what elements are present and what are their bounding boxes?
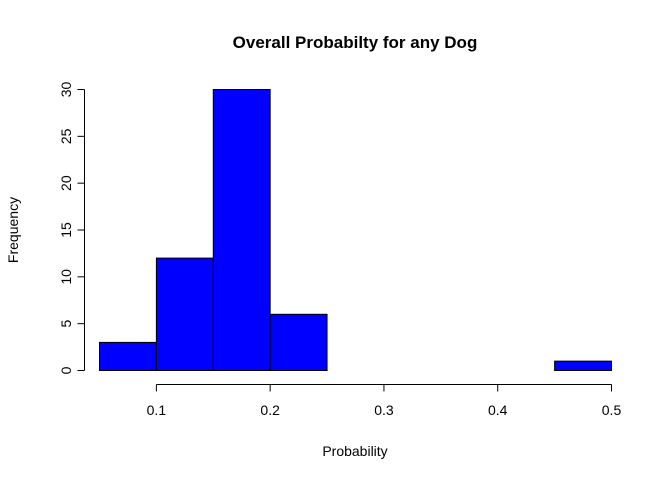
- x-tick-label: 0.3: [374, 402, 394, 418]
- histogram-bar: [99, 341, 157, 371]
- histogram-bar: [554, 360, 612, 371]
- x-axis: 0.1 0.2 0.3 0.4 0.5: [147, 384, 622, 418]
- x-tick-label: 0.5: [602, 402, 622, 418]
- y-tick-label: 0: [58, 366, 74, 374]
- x-tick-label: 0.1: [147, 402, 167, 418]
- histogram-bar: [269, 313, 328, 371]
- y-tick-label: 20: [58, 175, 74, 191]
- y-axis-label: Frequency: [5, 197, 21, 263]
- chart-title: Overall Probabilty for any Dog: [233, 33, 478, 52]
- y-tick-label: 25: [58, 128, 74, 144]
- y-tick-label: 10: [58, 269, 74, 285]
- histogram-bar: [212, 89, 271, 371]
- histogram-bars: [99, 89, 612, 372]
- x-tick-label: 0.2: [260, 402, 280, 418]
- x-axis-label: Probability: [322, 443, 387, 459]
- x-tick-label: 0.4: [488, 402, 508, 418]
- y-tick-label: 5: [58, 320, 74, 328]
- y-tick-label: 15: [58, 222, 74, 238]
- y-tick-label: 30: [58, 82, 74, 98]
- y-axis: 0 5 10 15 20 25 30: [58, 82, 85, 374]
- histogram-bar: [155, 257, 214, 372]
